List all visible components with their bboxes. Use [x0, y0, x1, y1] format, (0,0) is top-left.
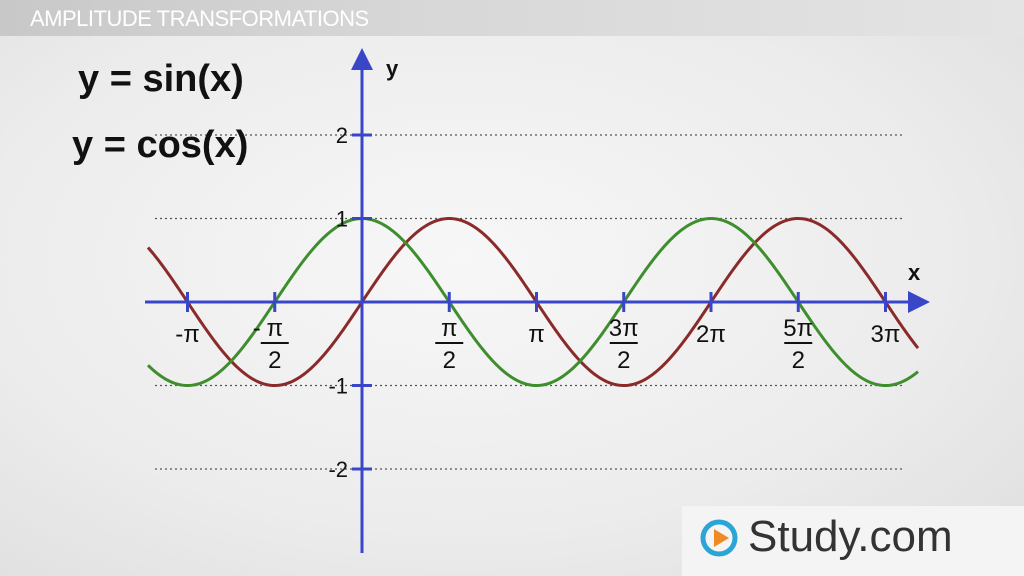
x-tick-label-7: 3π: [871, 321, 901, 348]
series-cos-line: [146, 216, 919, 388]
logo-text: Study.com: [748, 512, 953, 561]
x-tick-label-num-6: 5π: [783, 315, 813, 342]
x-tick-label-den-1: 2: [268, 347, 281, 374]
x-tick-label-num-4: 3π: [609, 315, 639, 342]
y-tick-label-2: 2: [336, 123, 348, 148]
y-tick-label--2: -2: [328, 457, 348, 482]
x-tick-label-3: π: [528, 321, 545, 348]
x-tick-label-num-1: π: [266, 315, 283, 342]
page-title: AMPLITUDE TRANSFORMATIONS: [30, 6, 369, 31]
y-axis-arrow-icon: [351, 48, 373, 70]
x-tick-label-0: -π: [175, 321, 200, 348]
y-tick-label-1: 1: [336, 207, 348, 232]
x-tick-label-sign-1: -: [253, 315, 261, 342]
x-axis-label: x: [908, 260, 921, 285]
x-tick-label-den-4: 2: [617, 347, 630, 374]
cos-equation-label: y = cos(x): [72, 124, 249, 166]
x-tick-label-den-2: 2: [443, 347, 456, 374]
title-banner: AMPLITUDE TRANSFORMATIONS: [0, 0, 1024, 36]
series-sin-line: [146, 216, 920, 388]
x-axis-arrow-icon: [908, 291, 930, 313]
y-tick-label--1: -1: [328, 374, 348, 399]
play-logo-icon: [700, 519, 738, 557]
x-tick-label-num-2: π: [441, 315, 458, 342]
sin-equation-label: y = sin(x): [78, 58, 244, 100]
x-tick-label-5: 2π: [696, 321, 726, 348]
y-axis-label: y: [386, 56, 399, 81]
logo-panel: [682, 506, 1024, 576]
x-tick-label-den-6: 2: [792, 347, 805, 374]
